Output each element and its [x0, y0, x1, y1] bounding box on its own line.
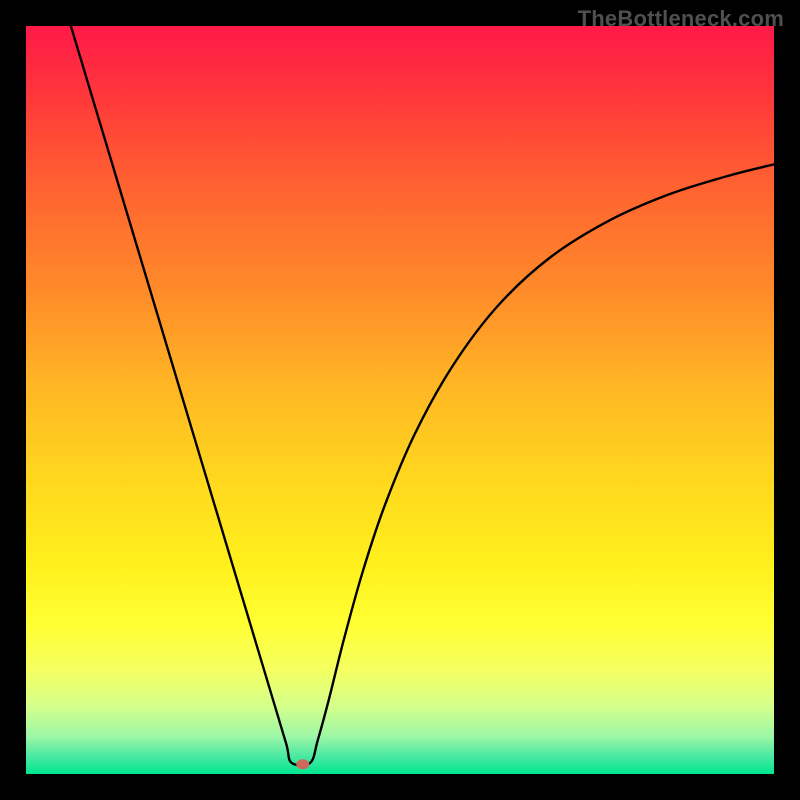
watermark-text: TheBottleneck.com: [578, 6, 784, 32]
optimal-point-marker: [296, 759, 309, 769]
bottleneck-chart: [0, 0, 800, 800]
plot-area: [26, 26, 774, 774]
